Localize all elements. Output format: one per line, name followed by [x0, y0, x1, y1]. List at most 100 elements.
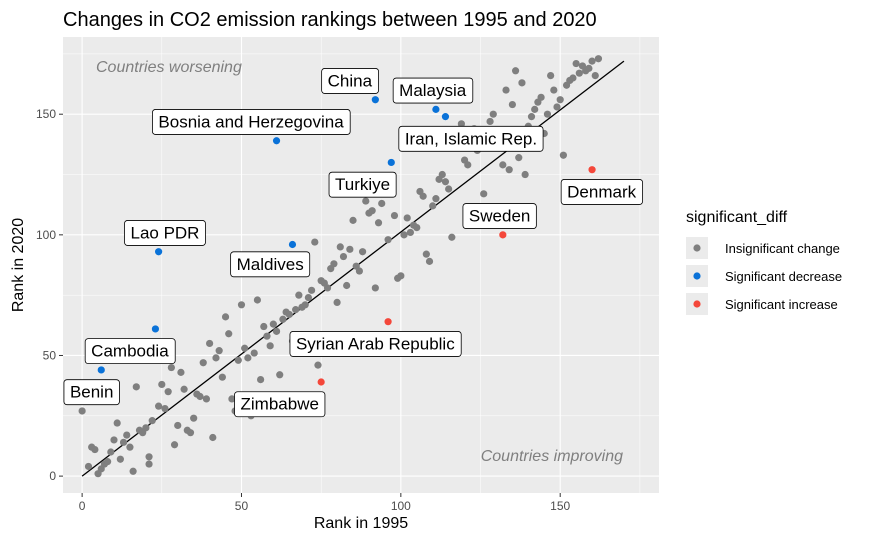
annotation-text: Bosnia and Herzegovina [158, 112, 344, 131]
point-insignificant-change [161, 404, 169, 413]
point-insignificant-change [374, 219, 383, 227]
annotation-box [328, 171, 397, 198]
point-insignificant-change [158, 380, 166, 389]
annotation-label: Syrian Arab Republic [289, 331, 462, 357]
annotation-box [124, 220, 206, 246]
point-insignificant-change [527, 113, 536, 121]
point-insignificant-change [174, 421, 182, 430]
point-significant-decrease [155, 248, 163, 256]
point-insignificant-change [91, 445, 99, 454]
point-insignificant-change [397, 272, 405, 280]
point-insignificant-change [445, 185, 453, 193]
point-insignificant-change [209, 433, 217, 442]
annotation-label: Benin [63, 379, 120, 406]
point-significant-decrease [288, 240, 297, 249]
annotation-box [560, 179, 644, 205]
point-insignificant-change [419, 192, 427, 200]
point-insignificant-change [84, 462, 93, 471]
point-insignificant-change [531, 105, 539, 113]
corner-label-top-left: Countries worsening [96, 59, 242, 76]
point-significant-decrease [371, 96, 379, 104]
point-insignificant-change [390, 211, 399, 220]
point-insignificant-change [358, 248, 367, 256]
point-insignificant-change [569, 74, 577, 82]
y-tick-label: 150 [36, 107, 56, 121]
annotation-box [152, 109, 351, 135]
point-insignificant-change [349, 216, 357, 224]
point-insignificant-change [343, 281, 351, 290]
point-insignificant-change [371, 284, 379, 292]
annotation-text: Zimbabwe [241, 395, 319, 414]
annotation-label: Bosnia and Herzegovina [152, 109, 351, 135]
x-tick-label: 100 [391, 499, 411, 513]
point-insignificant-change [177, 368, 185, 376]
point-insignificant-change [575, 69, 583, 77]
point-significant-decrease [151, 325, 160, 333]
point-insignificant-change [346, 245, 354, 253]
corner-label-bottom-right: Countries improving [481, 448, 623, 465]
point-insignificant-change [225, 330, 233, 338]
point-insignificant-change [206, 339, 214, 348]
annotation-text: Cambodia [91, 342, 169, 361]
point-insignificant-change [323, 284, 332, 292]
point-insignificant-change [339, 252, 348, 261]
x-tick-label: 50 [235, 499, 249, 513]
point-insignificant-change [521, 170, 529, 179]
point-insignificant-change [145, 460, 153, 468]
point-insignificant-change [202, 395, 211, 403]
annotation-box [234, 391, 326, 418]
point-insignificant-change [314, 361, 322, 369]
y-axis-title: Rank in 2020 [10, 218, 27, 312]
point-insignificant-change [260, 322, 268, 331]
annotation-text: Malaysia [399, 81, 467, 100]
point-insignificant-change [425, 257, 434, 265]
point-insignificant-change [585, 64, 593, 72]
annotation-label: Iran, Islamic Rep. [398, 125, 544, 152]
point-insignificant-change [556, 96, 564, 104]
annotation-box [462, 203, 537, 229]
point-insignificant-change [378, 199, 386, 208]
point-insignificant-change [263, 332, 271, 340]
point-insignificant-change [212, 354, 220, 362]
point-insignificant-change [244, 354, 252, 362]
point-insignificant-change [272, 327, 281, 335]
point-insignificant-change [438, 170, 446, 179]
legend-label: Insignificant change [725, 241, 840, 256]
point-insignificant-change [190, 414, 198, 422]
annotation-box [84, 338, 176, 365]
point-insignificant-change [285, 310, 293, 319]
annotation-text: Lao PDR [130, 223, 199, 242]
point-insignificant-change [362, 197, 370, 205]
point-insignificant-change [547, 72, 555, 80]
point-insignificant-change [508, 100, 516, 109]
point-insignificant-change [333, 298, 341, 306]
legend-key-point [693, 300, 701, 308]
annotation-text: Maldives [237, 255, 304, 274]
point-insignificant-change [301, 301, 309, 309]
point-insignificant-change [594, 55, 603, 63]
point-insignificant-change [304, 293, 313, 302]
point-insignificant-change [511, 67, 520, 75]
point-insignificant-change [155, 402, 163, 410]
annotation-label: Maldives [230, 251, 311, 278]
point-insignificant-change [518, 79, 526, 87]
point-significant-decrease [97, 366, 105, 374]
point-insignificant-change [107, 448, 115, 456]
point-insignificant-change [78, 407, 86, 415]
point-insignificant-change [515, 154, 523, 162]
annotation-label: Cambodia [84, 338, 176, 365]
point-insignificant-change [489, 110, 497, 118]
point-insignificant-change [279, 315, 287, 323]
point-insignificant-change [432, 195, 440, 203]
point-insignificant-change [588, 57, 596, 65]
point-insignificant-change [543, 110, 552, 118]
point-insignificant-change [186, 429, 195, 437]
point-insignificant-change [553, 103, 561, 111]
point-significant-decrease [387, 158, 395, 167]
point-insignificant-change [413, 224, 421, 232]
point-significant-increase [499, 231, 507, 239]
point-insignificant-change [572, 59, 580, 68]
point-significant-decrease [441, 113, 450, 121]
point-insignificant-change [591, 72, 599, 80]
